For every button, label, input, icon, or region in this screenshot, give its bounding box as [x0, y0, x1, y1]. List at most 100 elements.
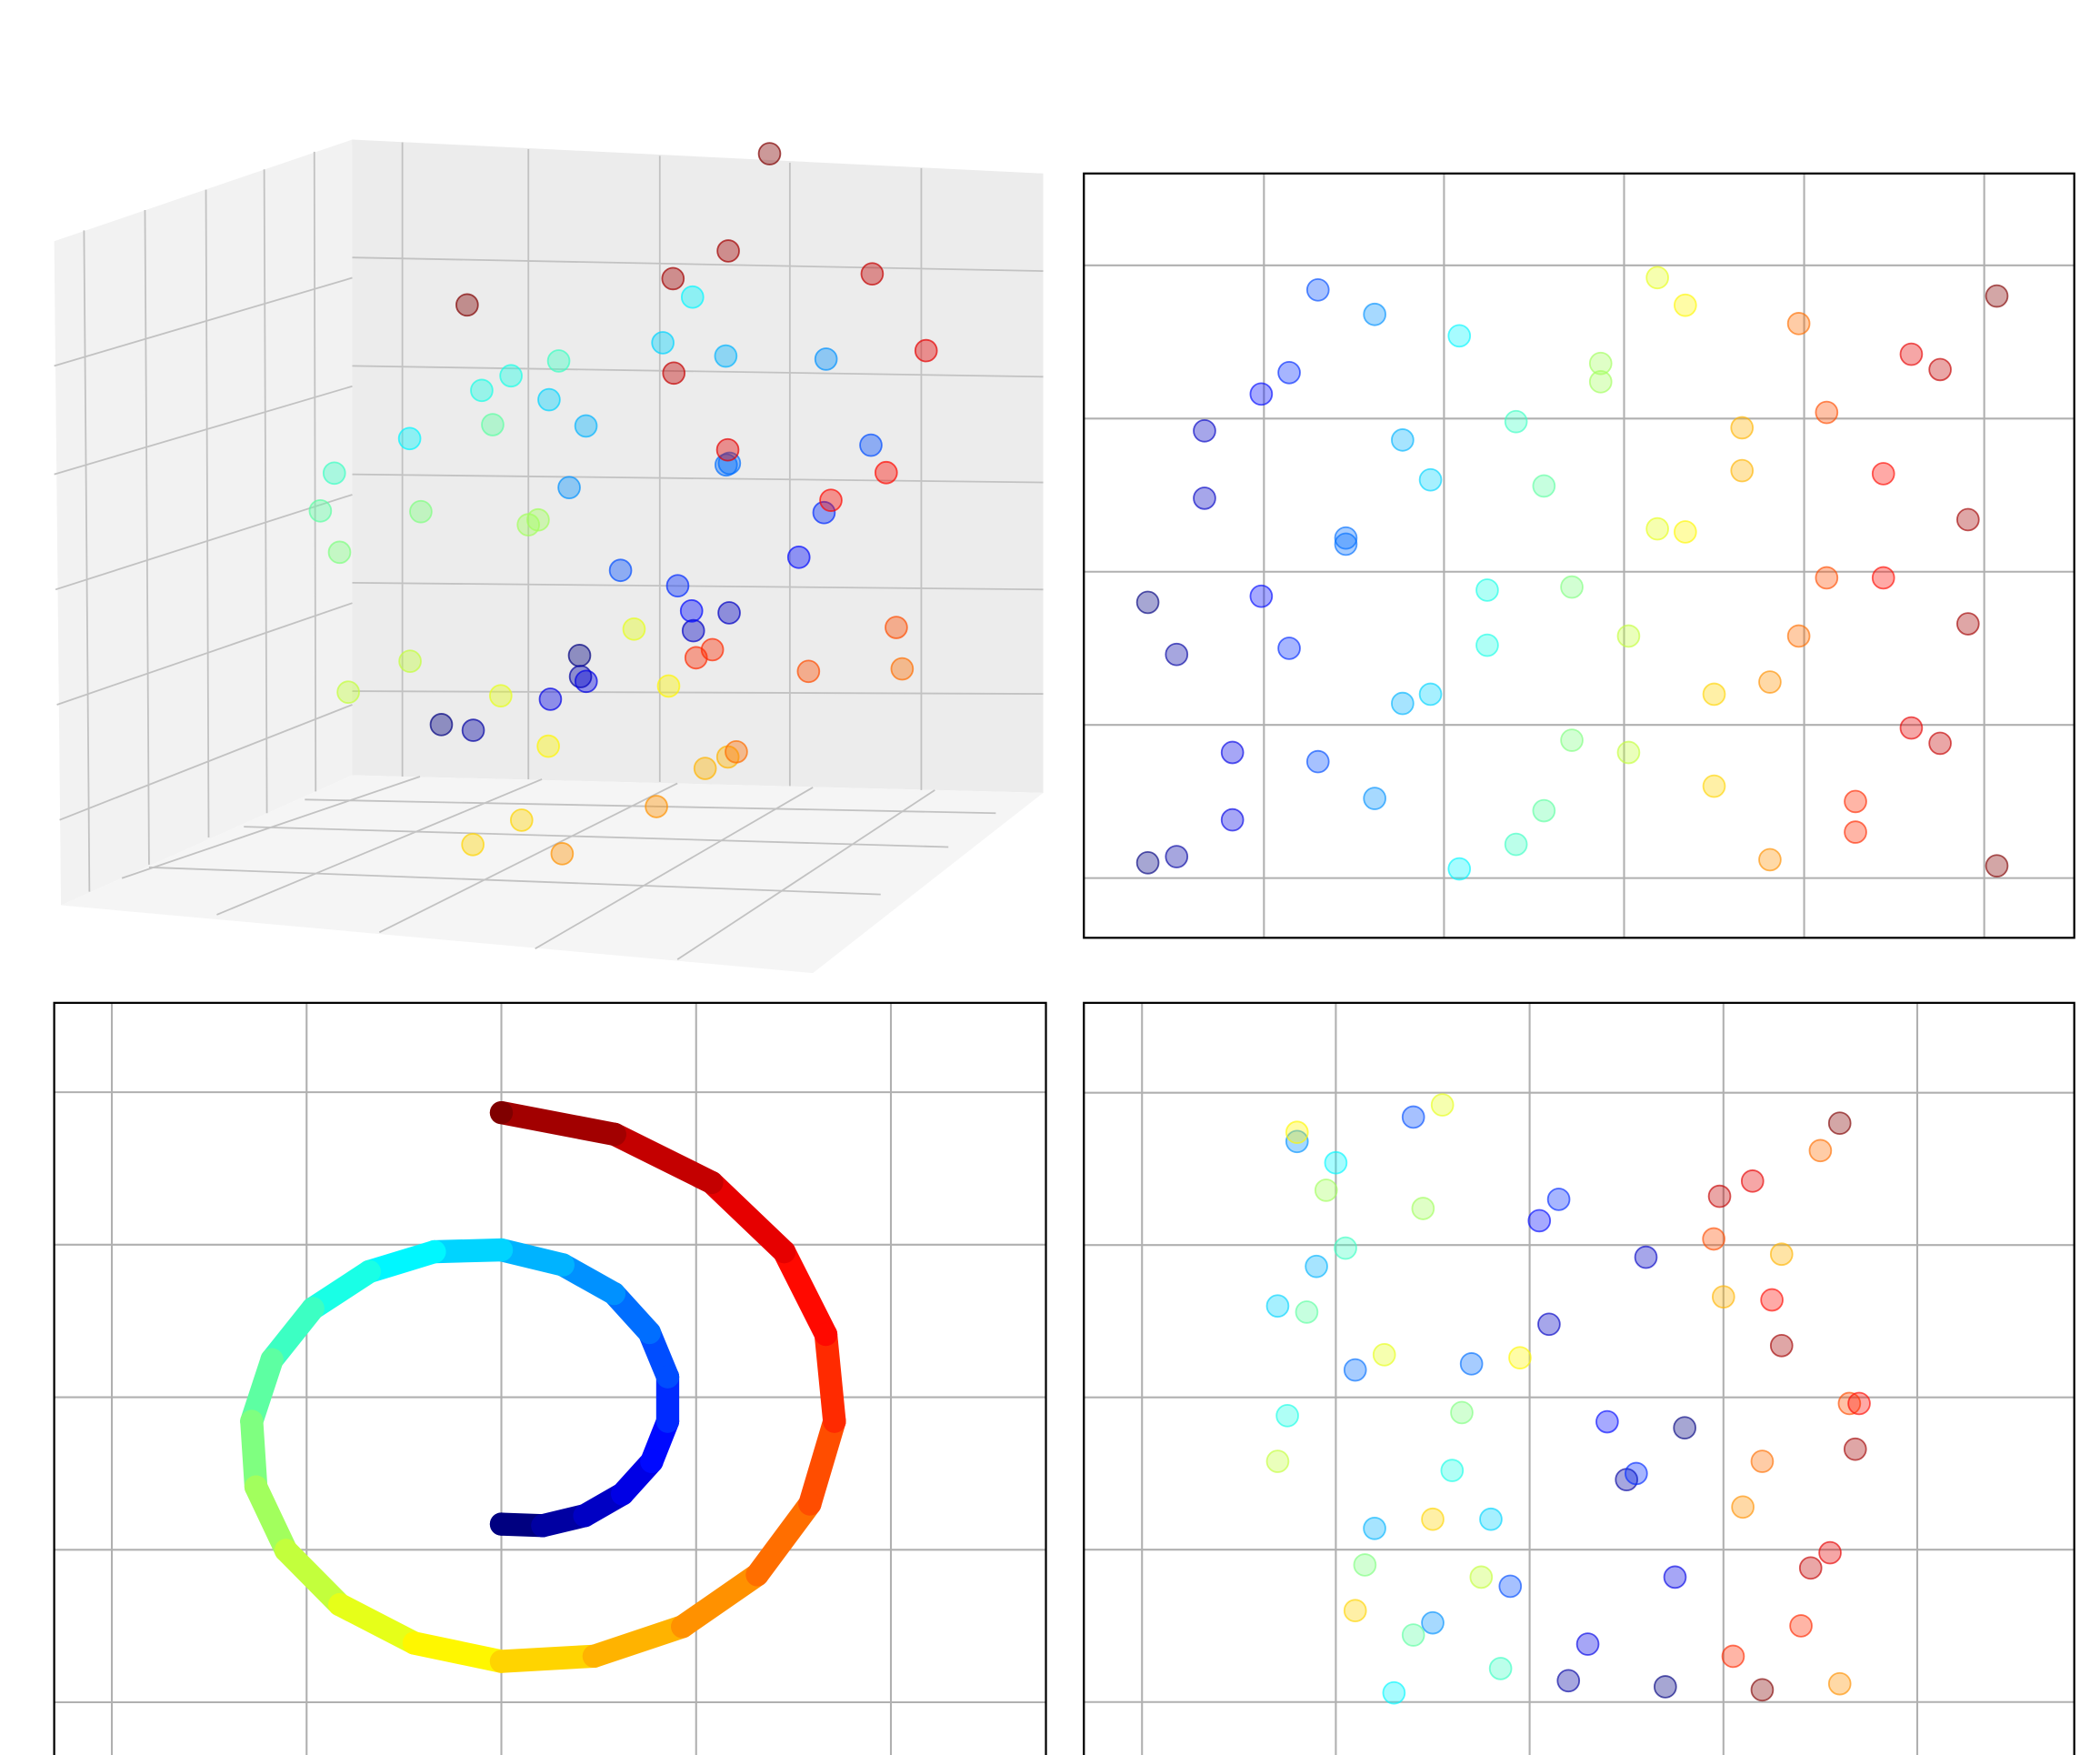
point [499, 364, 523, 388]
spiral-segment [402, 1631, 514, 1673]
point [537, 387, 561, 412]
point [1532, 474, 1556, 498]
point [716, 239, 740, 263]
point [1730, 458, 1755, 483]
point [1740, 1169, 1765, 1193]
point [1843, 1437, 1867, 1461]
point [1731, 1495, 1755, 1519]
point [1285, 1129, 1309, 1154]
point [1334, 526, 1358, 550]
point [1459, 1352, 1484, 1376]
point [671, 1615, 695, 1639]
point [1556, 1669, 1581, 1693]
point [1815, 400, 1839, 425]
point [700, 1170, 724, 1195]
point [550, 842, 575, 866]
point [1418, 682, 1443, 707]
point [1421, 1610, 1445, 1635]
point [1135, 850, 1160, 875]
point [357, 1259, 381, 1284]
point [812, 500, 836, 525]
point [693, 757, 717, 780]
point [602, 1281, 626, 1306]
point [322, 461, 346, 486]
point [1498, 1574, 1523, 1599]
point [1721, 1644, 1745, 1669]
point [1411, 1197, 1435, 1220]
spiral-segment [603, 1122, 724, 1195]
point [1353, 1553, 1377, 1577]
point [1249, 382, 1274, 406]
point [1546, 1188, 1571, 1211]
point [655, 1409, 680, 1433]
point [1334, 532, 1358, 557]
point [516, 513, 541, 537]
point [1382, 1680, 1406, 1705]
spiral-segment [671, 1563, 769, 1639]
point [538, 687, 563, 711]
point [1277, 637, 1301, 660]
point [260, 1348, 284, 1371]
spiral-segment [745, 1492, 822, 1587]
point [470, 378, 494, 403]
spiral-segment [489, 1100, 626, 1147]
point [551, 1253, 575, 1277]
point [1928, 731, 1952, 756]
point [1702, 774, 1726, 798]
point [1220, 740, 1245, 765]
point [1674, 293, 1697, 317]
spiral-segment [489, 1644, 606, 1673]
point [1985, 854, 2009, 878]
point [665, 574, 690, 598]
point [1634, 1245, 1658, 1269]
point [240, 1409, 264, 1433]
point [1827, 1671, 1852, 1696]
point [489, 1650, 514, 1673]
point [1447, 857, 1472, 881]
point [1537, 1312, 1561, 1337]
point [557, 476, 581, 499]
point [1488, 1657, 1513, 1680]
point [409, 499, 433, 524]
spiral-segment [700, 1170, 796, 1264]
point [1645, 516, 1669, 541]
point [1450, 1400, 1474, 1425]
point [489, 1100, 514, 1125]
point [1479, 1507, 1503, 1531]
point [681, 618, 705, 643]
point [645, 795, 668, 818]
point [1871, 462, 1895, 486]
spiral-segment [814, 1322, 846, 1433]
point [1277, 360, 1301, 385]
point [567, 644, 592, 667]
axes-3d-panes [54, 139, 1044, 974]
spiral-segment [244, 1475, 298, 1562]
point [1418, 467, 1443, 492]
point [640, 1449, 664, 1474]
point [1786, 312, 1811, 336]
point [1165, 642, 1189, 667]
point [1808, 1138, 1833, 1163]
point [489, 684, 513, 707]
point [1899, 716, 1924, 740]
point [1275, 1403, 1299, 1428]
point [481, 413, 505, 436]
point [1305, 277, 1330, 302]
point [661, 266, 685, 291]
point [608, 558, 633, 583]
point [1645, 266, 1669, 290]
point [786, 545, 811, 569]
chart [1083, 172, 2075, 939]
point [301, 1297, 325, 1320]
point [1702, 1227, 1725, 1251]
point [725, 739, 748, 764]
point [1560, 575, 1584, 599]
point [717, 601, 741, 625]
point [655, 1365, 680, 1389]
point [1265, 1449, 1290, 1473]
point [1469, 1565, 1494, 1590]
point [274, 1539, 298, 1562]
point [1372, 1342, 1396, 1367]
point [327, 540, 352, 565]
